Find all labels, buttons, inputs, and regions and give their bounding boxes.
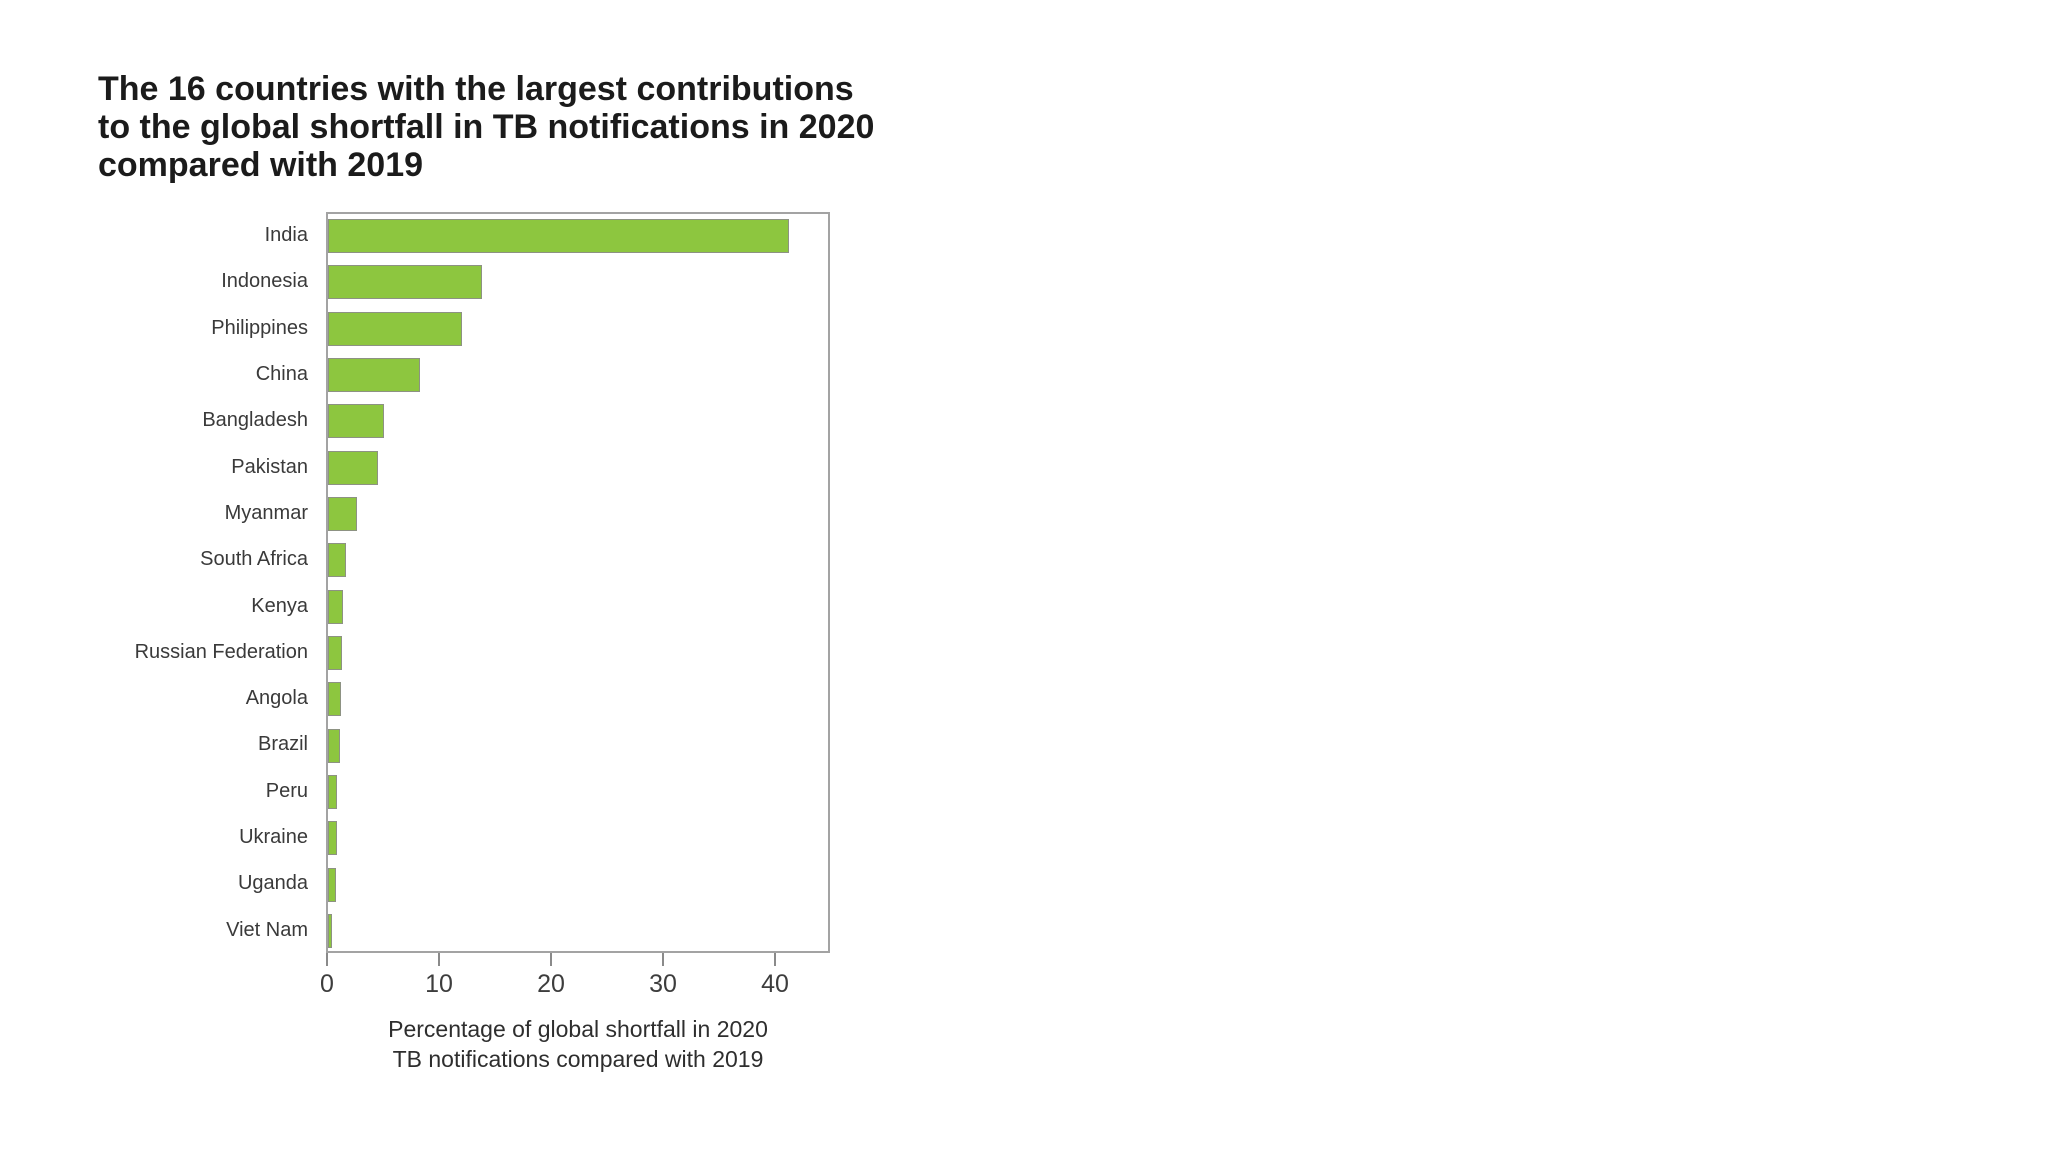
category-label-angola: Angola: [245, 687, 308, 710]
bar-angola: [328, 682, 342, 717]
bar-pakistan: [328, 450, 379, 485]
bar-bangladesh: [328, 404, 384, 439]
x-tick-label-20: 20: [537, 970, 565, 998]
category-label-ukraine: Ukraine: [239, 826, 308, 849]
chart-title: The 16 countries with the largest contri…: [98, 70, 874, 184]
bar-russian-federation: [328, 635, 343, 670]
x-axis-title-line-2: TB notifications compared with 2019: [392, 1046, 764, 1072]
category-label-viet-nam: Viet Nam: [226, 918, 308, 941]
bar-peru: [328, 774, 338, 809]
bar-kenya: [328, 589, 344, 624]
bar-myanmar: [328, 497, 357, 532]
x-axis-title-line-1: Percentage of global shortfall in 2020: [388, 1016, 768, 1042]
x-axis-title: Percentage of global shortfall in 2020 T…: [326, 1014, 830, 1074]
category-label-philippines: Philippines: [211, 316, 308, 339]
bar-brazil: [328, 728, 341, 763]
x-tick-mark-30: [662, 953, 664, 966]
x-tick-label-0: 0: [320, 970, 334, 998]
x-tick-mark-10: [438, 953, 440, 966]
bar-china: [328, 358, 420, 393]
category-label-china: China: [255, 362, 308, 385]
x-tick-label-10: 10: [425, 970, 453, 998]
category-label-brazil: Brazil: [257, 733, 308, 756]
x-tick-mark-20: [550, 953, 552, 966]
category-label-pakistan: Pakistan: [231, 455, 308, 478]
category-label-myanmar: Myanmar: [224, 501, 308, 524]
bar-philippines: [328, 311, 463, 346]
bar-indonesia: [328, 265, 483, 300]
chart-title-line-1: The 16 countries with the largest contri…: [98, 70, 854, 108]
x-tick-label-30: 30: [649, 970, 677, 998]
bar-south-africa: [328, 543, 346, 578]
category-label-russian-federation: Russian Federation: [134, 640, 308, 663]
x-tick-label-40: 40: [761, 970, 789, 998]
bar-ukraine: [328, 821, 337, 856]
category-label-india: India: [264, 224, 308, 246]
chart-title-line-3: compared with 2019: [98, 146, 424, 184]
category-label-indonesia: Indonesia: [221, 270, 308, 293]
bar-india: [328, 219, 790, 254]
category-label-kenya: Kenya: [251, 594, 308, 617]
category-label-south-africa: South Africa: [200, 548, 308, 571]
chart-title-line-2: to the global shortfall in TB notificati…: [98, 108, 875, 146]
bar-uganda: [328, 867, 336, 902]
category-label-uganda: Uganda: [237, 872, 308, 895]
x-tick-mark-0: [326, 953, 328, 966]
bar-viet-nam: [328, 913, 333, 948]
category-label-peru: Peru: [265, 779, 308, 802]
x-tick-mark-40: [774, 953, 776, 966]
category-label-bangladesh: Bangladesh: [202, 409, 308, 432]
